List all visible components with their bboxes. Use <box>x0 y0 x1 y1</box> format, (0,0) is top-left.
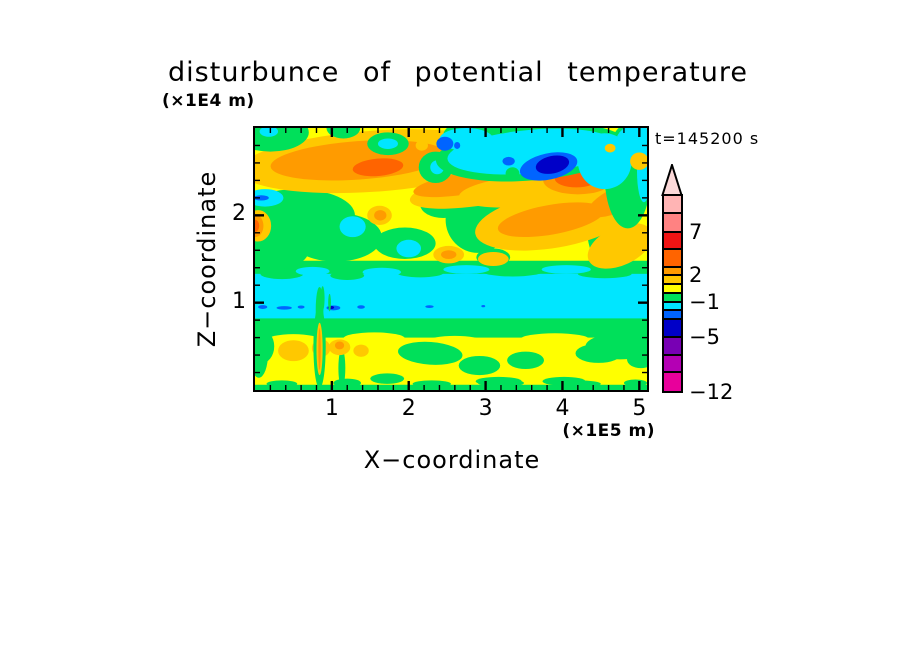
colorbar-segment <box>662 274 683 285</box>
chart-title: disturbunce of potential temperature <box>168 57 748 88</box>
colorbar-tick-label: 2 <box>689 263 703 287</box>
colorbar-segment <box>662 266 683 276</box>
y-tick-label: 2 <box>232 201 246 227</box>
colorbar-segment <box>662 354 683 373</box>
plot-area <box>253 126 649 392</box>
y-axis-units: (×1E4 m) <box>162 91 255 111</box>
colorbar-segment <box>662 283 683 294</box>
colorbar-segment <box>662 292 683 303</box>
x-tick-label: 2 <box>401 396 416 421</box>
x-tick-label: 5 <box>632 396 647 421</box>
contour-field <box>255 128 647 390</box>
x-tick-label: 1 <box>324 396 339 421</box>
x-tick-label: 3 <box>478 396 493 421</box>
colorbar-segment <box>662 248 683 268</box>
colorbar-segment <box>662 318 683 338</box>
y-axis-label: Z−coordinate <box>193 170 221 348</box>
x-axis-units: (×1E5 m) <box>562 421 655 441</box>
colorbar-tick-label: −12 <box>689 380 734 404</box>
colorbar-tick-label: −1 <box>689 290 720 314</box>
colorbar-segment <box>662 212 683 233</box>
time-label: t=145200 s <box>655 129 760 148</box>
colorbar-tick-label: −5 <box>689 325 720 349</box>
colorbar-segment <box>662 336 683 356</box>
x-tick-label: 4 <box>555 396 570 421</box>
colorbar <box>661 161 685 398</box>
y-tick-label: 1 <box>232 288 246 314</box>
colorbar-segment <box>662 231 683 250</box>
colorbar-segment <box>662 309 683 320</box>
colorbar-segment <box>662 194 683 214</box>
colorbar-segment <box>662 371 683 393</box>
x-axis-label: X−coordinate <box>363 446 541 474</box>
colorbar-scale <box>661 161 683 393</box>
colorbar-segment <box>662 301 683 311</box>
colorbar-tick-label: 7 <box>689 220 703 244</box>
colorbar-arrow-icon <box>661 161 683 196</box>
